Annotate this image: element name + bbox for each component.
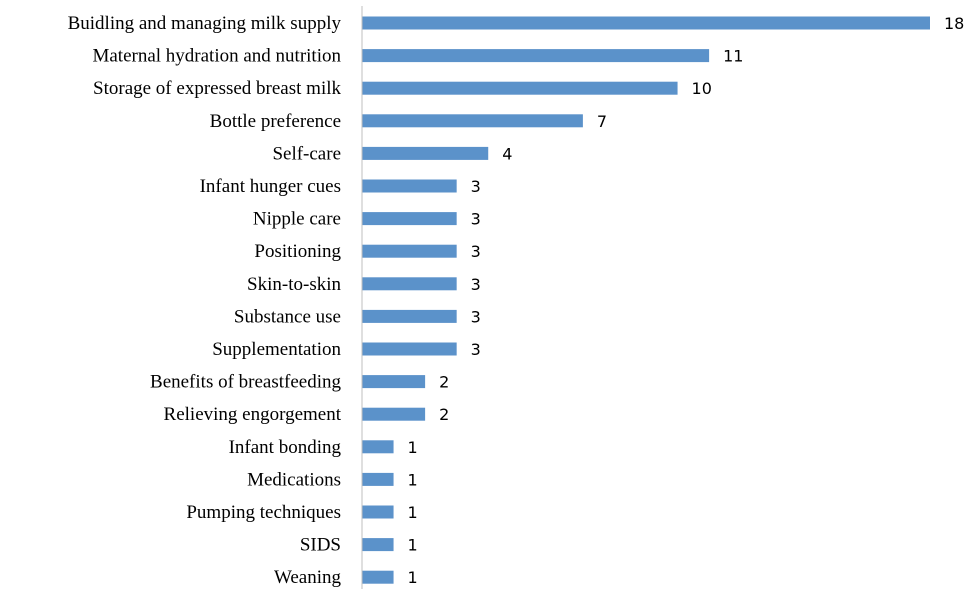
bar-8 — [362, 277, 457, 291]
value-label-4: 4 — [502, 144, 512, 163]
category-label-13: Infant bonding — [229, 437, 342, 458]
category-label-14: Medications — [247, 469, 341, 490]
value-label-11: 2 — [439, 373, 449, 392]
bar-16 — [362, 538, 394, 552]
value-label-8: 3 — [471, 275, 481, 294]
bar-7 — [362, 244, 457, 258]
value-label-0: 18 — [944, 14, 964, 33]
bar-0 — [362, 16, 930, 30]
category-label-15: Pumping techniques — [186, 502, 341, 523]
bar-4 — [362, 146, 489, 160]
value-label-13: 1 — [408, 438, 418, 457]
value-label-1: 11 — [723, 47, 743, 66]
value-label-12: 2 — [439, 405, 449, 424]
bar-3 — [362, 114, 583, 128]
category-label-6: Nipple care — [253, 209, 341, 230]
category-label-4: Self-care — [272, 143, 341, 164]
value-label-16: 1 — [408, 536, 418, 555]
bar-17 — [362, 570, 394, 584]
value-label-7: 3 — [471, 242, 481, 261]
category-label-0: Buidling and managing milk supply — [68, 13, 342, 34]
category-label-2: Storage of expressed breast milk — [93, 78, 341, 99]
value-label-6: 3 — [471, 210, 481, 229]
value-label-3: 7 — [597, 112, 607, 131]
category-label-12: Relieving engorgement — [164, 404, 342, 425]
bar-13 — [362, 440, 394, 454]
bar-1 — [362, 49, 710, 63]
bar-2 — [362, 81, 678, 95]
bar-15 — [362, 505, 394, 519]
category-label-3: Bottle preference — [210, 111, 341, 132]
value-label-14: 1 — [408, 470, 418, 489]
category-label-16: SIDS — [300, 535, 341, 556]
value-label-9: 3 — [471, 307, 481, 326]
category-label-5: Infant hunger cues — [200, 176, 341, 197]
category-labels-group: Buidling and managing milk supply Materna… — [68, 13, 342, 588]
category-label-8: Skin-to-skin — [247, 274, 341, 295]
bars-group — [362, 16, 930, 584]
bar-14 — [362, 472, 394, 486]
bar-11 — [362, 375, 426, 389]
category-label-7: Positioning — [254, 241, 341, 262]
category-label-11: Benefits of breastfeeding — [150, 372, 341, 393]
bar-9 — [362, 309, 457, 323]
value-label-2: 10 — [692, 79, 712, 98]
bar-5 — [362, 179, 457, 193]
value-label-10: 3 — [471, 340, 481, 359]
category-label-17: Weaning — [274, 567, 342, 588]
value-label-15: 1 — [408, 503, 418, 522]
bar-12 — [362, 407, 426, 421]
value-label-17: 1 — [408, 568, 418, 587]
category-label-9: Substance use — [234, 306, 341, 327]
category-label-1: Maternal hydration and nutrition — [92, 46, 341, 67]
bar-6 — [362, 212, 457, 226]
bar-10 — [362, 342, 457, 356]
value-label-5: 3 — [471, 177, 481, 196]
category-label-10: Supplementation — [212, 339, 341, 360]
